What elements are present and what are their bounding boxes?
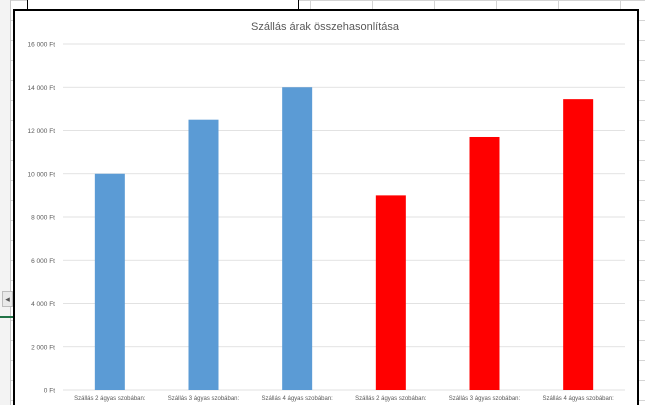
chart-title: Szállás árak összehasonlítása	[251, 21, 400, 33]
column-header-strip	[27, 0, 299, 9]
chart-frame[interactable]: Szállás árak összehasonlítása 0 Ft 2 000 …	[13, 9, 639, 405]
bar[interactable]	[469, 136, 500, 390]
y-tick-label: 10 000 Ft	[28, 171, 56, 178]
x-category-label: Szállás 4 ágyas szobában:	[261, 396, 333, 402]
gridlines	[63, 43, 625, 391]
x-category-label: Szállás 3 ágyas szobában:	[168, 396, 240, 402]
bar[interactable]	[375, 195, 406, 390]
sheet-tab-indicator	[0, 316, 14, 318]
y-tick-label: 12 000 Ft	[28, 128, 56, 135]
y-tick-label: 8 000 Ft	[31, 215, 55, 222]
bar[interactable]	[188, 119, 219, 390]
y-axis-tick-labels: 0 Ft 2 000 Ft 4 000 Ft 6 000 Ft 8 000 Ft 10 0…	[28, 42, 56, 395]
x-category-label: Szállás 2 ágyas szobában:	[74, 396, 146, 402]
y-tick-label: 2 000 Ft	[31, 344, 55, 351]
scroll-left-arrow-icon[interactable]: ◂	[2, 291, 13, 307]
bar-chart: Szállás árak összehasonlítása 0 Ft 2 000 …	[28, 21, 625, 402]
bar[interactable]	[94, 173, 125, 390]
sheet-left-strip	[0, 0, 11, 405]
y-tick-label: 14 000 Ft	[28, 85, 56, 92]
bars	[94, 87, 594, 391]
y-tick-label: 16 000 Ft	[28, 42, 56, 49]
x-axis-category-labels: Szállás 2 ágyas szobában: Szállás 3 ágyas…	[74, 396, 614, 402]
x-category-label: Szállás 3 ágyas szobában:	[449, 396, 521, 402]
x-category-label: Szállás 2 ágyas szobában:	[355, 396, 427, 402]
y-tick-label: 0 Ft	[44, 388, 55, 395]
x-category-label: Szállás 4 ágyas szobában:	[542, 396, 614, 402]
y-tick-label: 4 000 Ft	[31, 301, 55, 308]
bar[interactable]	[563, 99, 594, 391]
bar[interactable]	[282, 87, 313, 390]
y-tick-label: 6 000 Ft	[31, 258, 55, 265]
